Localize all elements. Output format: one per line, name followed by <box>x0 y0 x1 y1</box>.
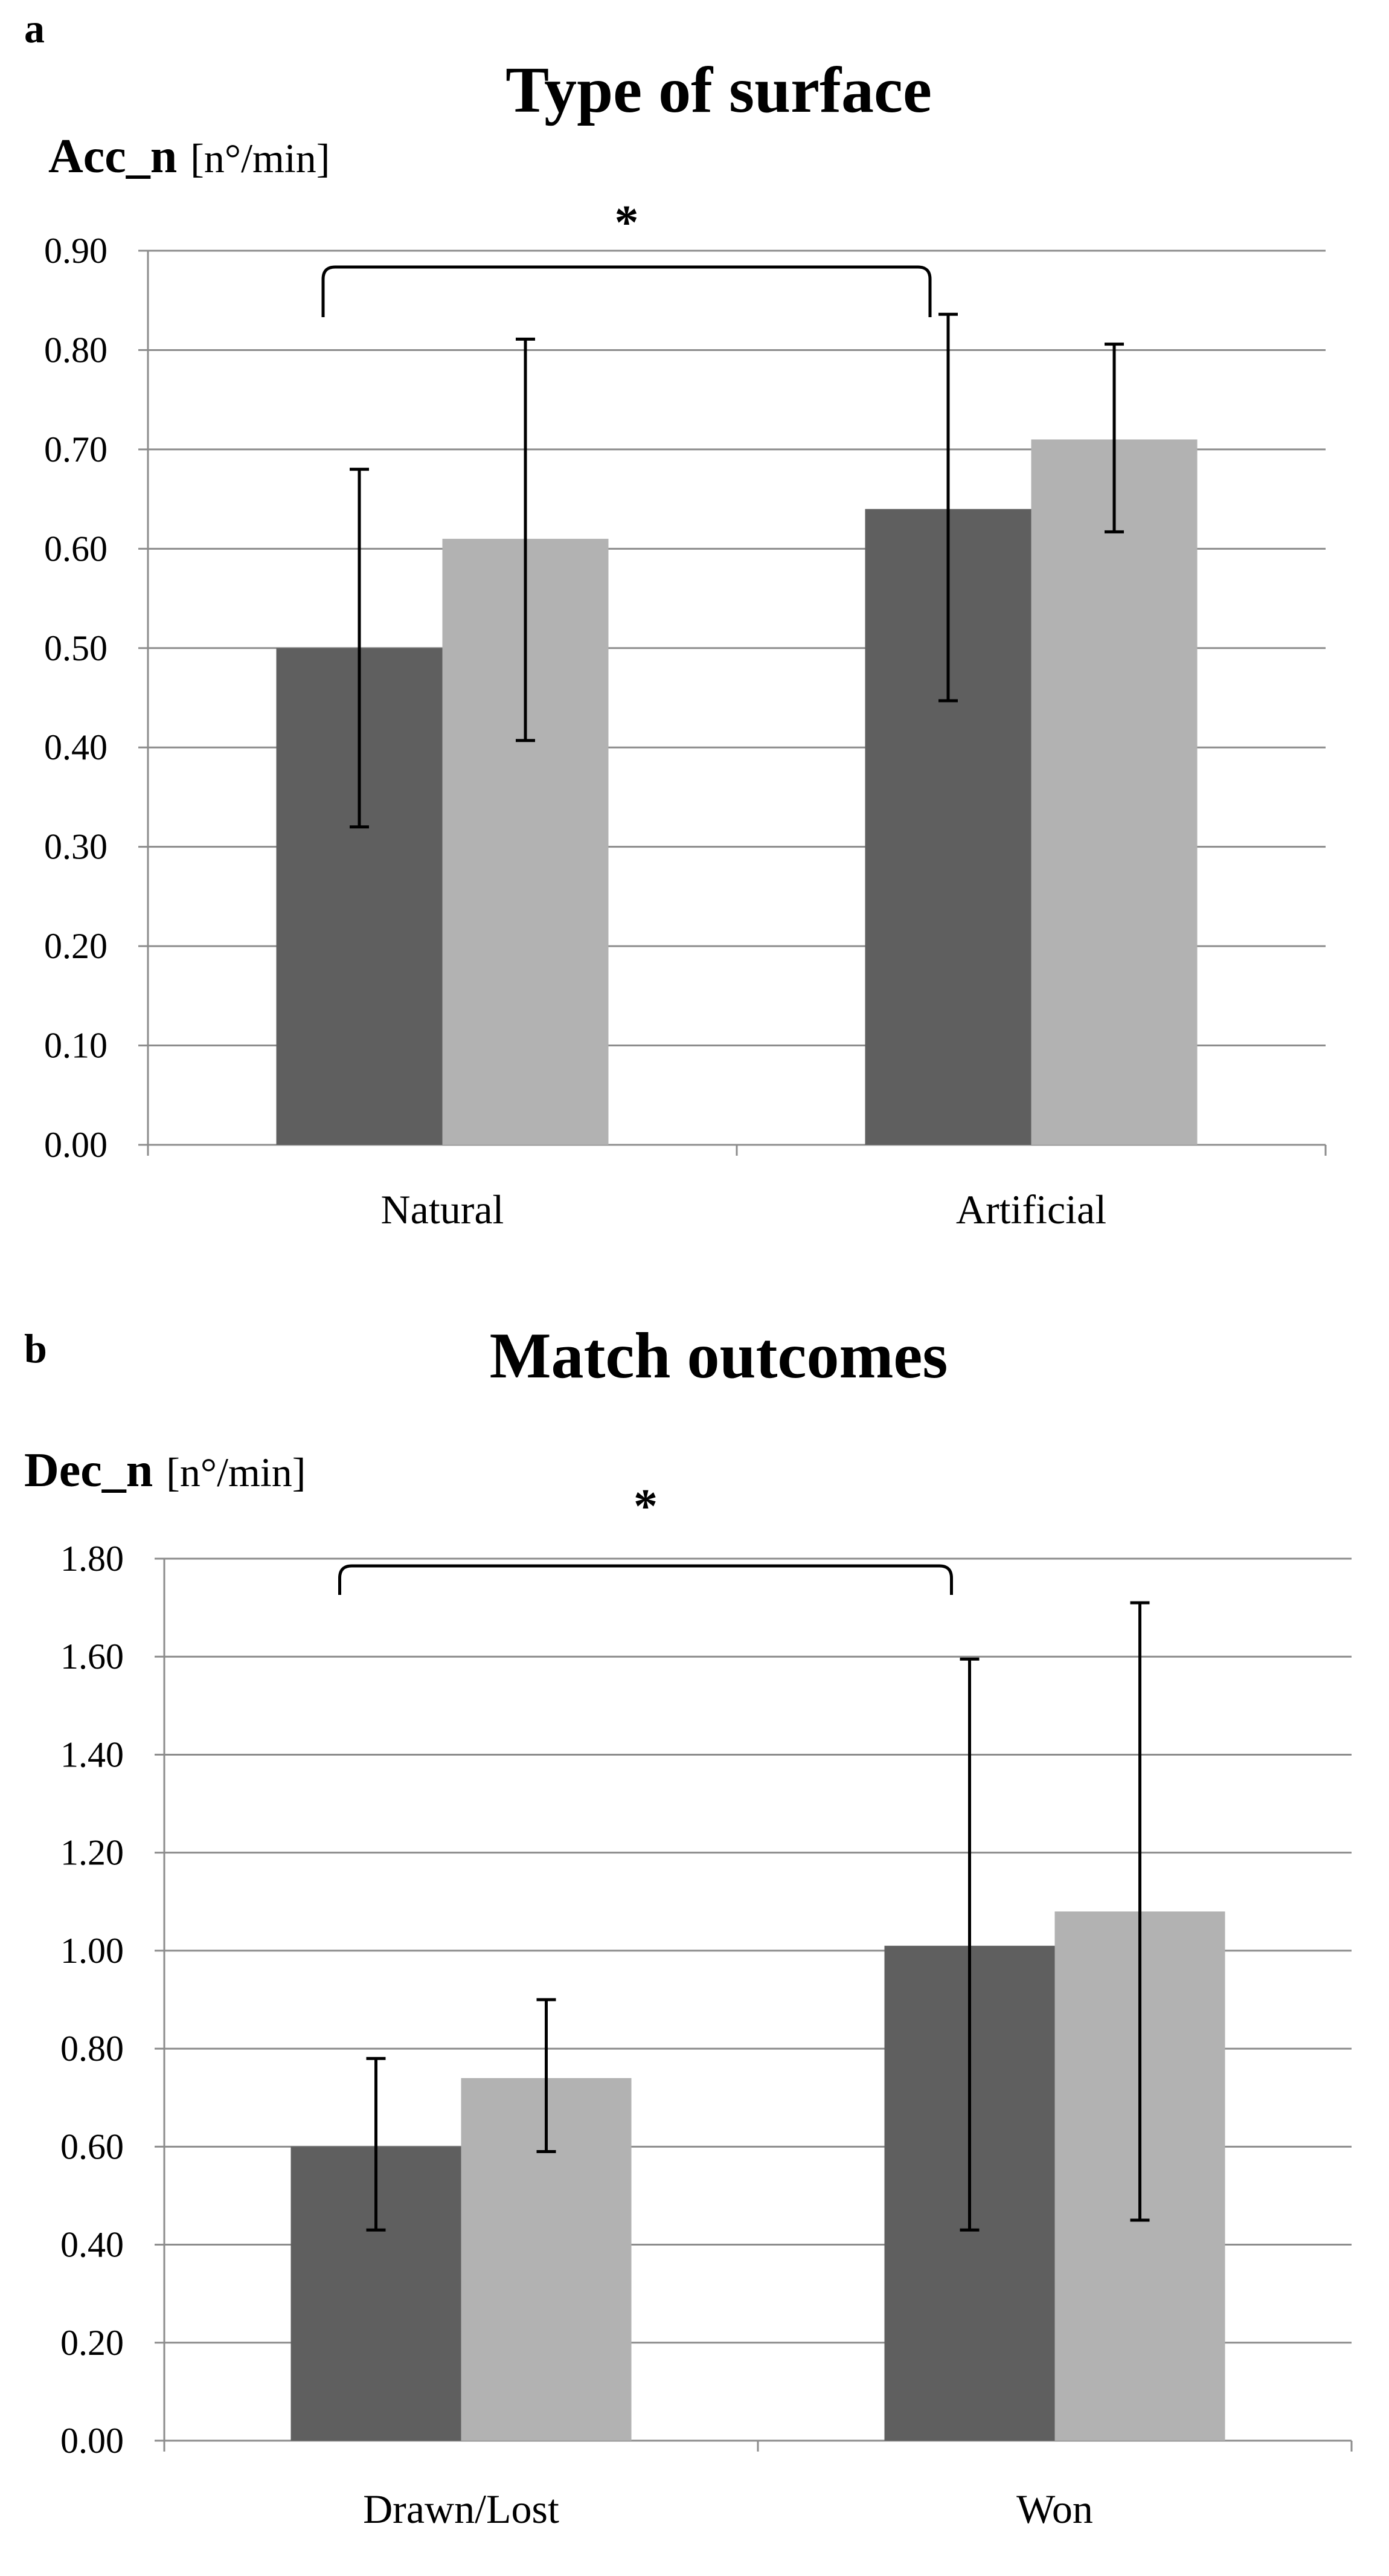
x-category-label: Won <box>1016 2486 1093 2532</box>
significance-bracket <box>338 1564 953 1595</box>
y-axis-label-name: Acc_n <box>48 130 177 183</box>
y-tick-label: 0.20 <box>44 926 107 966</box>
panel-label: b <box>24 1325 47 1371</box>
y-axis-label-unit: [n°/min] <box>166 1449 306 1495</box>
y-tick-label: 0.40 <box>60 2225 124 2265</box>
y-tick-label: 0.80 <box>44 330 107 370</box>
y-tick-label: 0.70 <box>44 430 107 469</box>
chart-panel-a: a Type of surface Acc_n [n°/min] 0.00 0.10 0.2… <box>24 5 1327 1232</box>
y-tick-label: 0.10 <box>44 1026 107 1066</box>
y-tick-label: 1.00 <box>60 1931 124 1971</box>
y-tick-label: 0.20 <box>60 2323 124 2363</box>
x-category-label: Natural <box>381 1187 504 1232</box>
y-tick-label: 0.60 <box>60 2127 124 2166</box>
y-tick-label: 1.80 <box>60 1539 124 1579</box>
chart-title: Type of surface <box>505 54 932 126</box>
y-axis-label-unit: [n°/min] <box>190 135 330 181</box>
y-tick-label: 1.40 <box>60 1734 124 1774</box>
x-category-label: Drawn/Lost <box>363 2486 559 2532</box>
y-tick-label: 0.40 <box>44 727 107 767</box>
y-tick-label: 0.80 <box>60 2029 124 2069</box>
y-axis-label: Dec_n [n°/min] <box>24 1444 306 1497</box>
significance-bracket <box>321 265 932 317</box>
y-axis-label-name: Dec_n <box>24 1444 153 1497</box>
y-tick-label: 0.00 <box>60 2421 124 2461</box>
y-tick-label: 0.00 <box>44 1125 107 1165</box>
y-axis-label: Acc_n [n°/min] <box>48 130 330 183</box>
panel-label: a <box>24 5 45 51</box>
significance-marker: * <box>634 1480 658 1533</box>
bar-series-2-1 <box>1031 439 1198 1145</box>
y-tick-label: 1.20 <box>60 1833 124 1873</box>
y-tick-label: 0.50 <box>44 628 107 668</box>
y-tick-label: 0.60 <box>44 529 107 568</box>
x-category-label: Artificial <box>956 1187 1106 1232</box>
chart-title: Match outcomes <box>490 1320 948 1392</box>
significance-marker: * <box>615 196 639 250</box>
chart-panel-b: b Match outcomes Dec_n [n°/min] 0.00 0.20 0.40… <box>24 1320 1353 2532</box>
y-tick-label: 0.30 <box>44 827 107 867</box>
y-tick-label: 1.60 <box>60 1637 124 1676</box>
y-tick-label: 0.90 <box>44 231 107 271</box>
